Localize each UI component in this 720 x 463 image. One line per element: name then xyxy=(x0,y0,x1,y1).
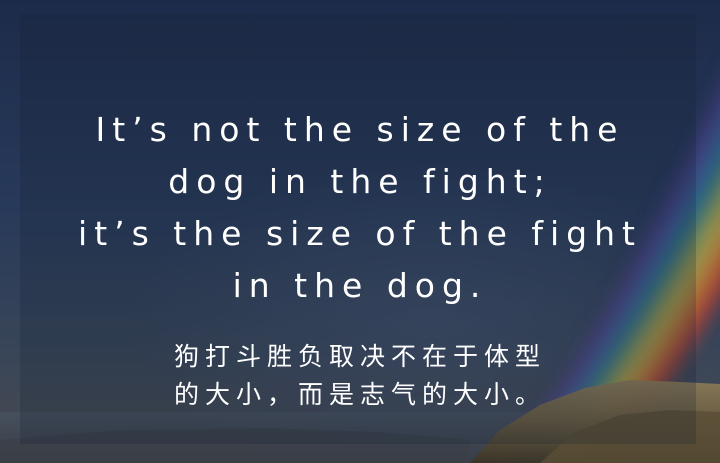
chinese-quote-line: 的大小，而是志气的大小。 xyxy=(173,380,546,409)
english-quote-line: It’s not the size of the xyxy=(95,110,625,149)
chinese-quote: 狗打斗胜负取决不在于体型 的大小，而是志气的大小。 xyxy=(0,338,720,414)
english-quote-line: in the dog. xyxy=(232,266,488,305)
chinese-quote-line: 狗打斗胜负取决不在于体型 xyxy=(173,342,546,371)
english-quote: It’s not the size of the dog in the figh… xyxy=(0,104,720,312)
english-quote-line: dog in the fight; xyxy=(168,162,552,201)
text-overlay-panel xyxy=(20,14,696,444)
english-quote-line: it’s the size of the fight xyxy=(78,214,642,253)
